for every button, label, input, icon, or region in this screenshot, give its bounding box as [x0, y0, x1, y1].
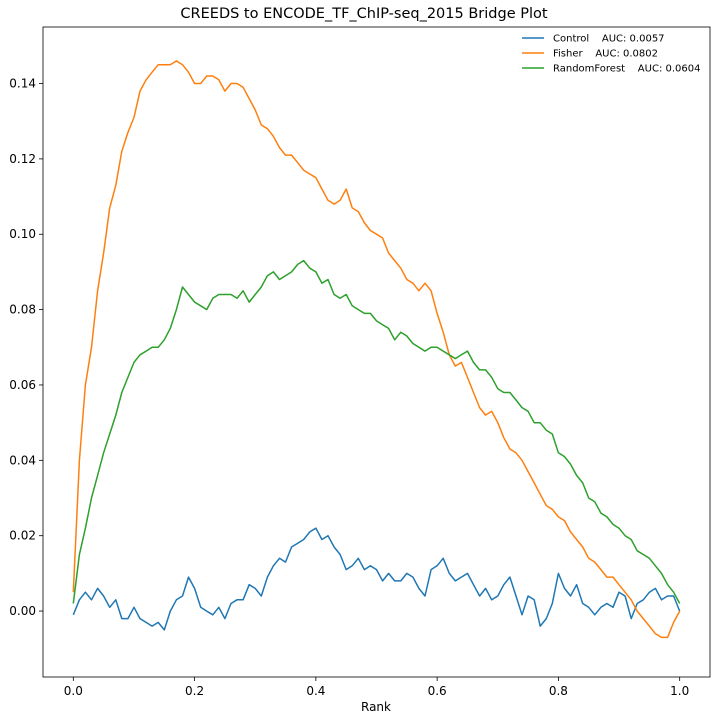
y-tick-label: 0.14 [9, 77, 36, 91]
x-tick-label: 0.8 [549, 684, 568, 698]
y-tick-label: 0.02 [9, 529, 36, 543]
series-line-randomforest [72, 259, 681, 604]
x-tick-label: 0.6 [428, 684, 447, 698]
chart-title: CREEDS to ENCODE_TF_ChIP-seq_2015 Bridge… [180, 6, 547, 22]
y-tick-label: 0.08 [9, 303, 36, 317]
x-tick-label: 0.2 [185, 684, 204, 698]
y-tick-label: 0.12 [9, 152, 36, 166]
series-line-fisher [72, 60, 681, 639]
x-axis: 0.0 0.2 0.4 0.6 0.8 1.0 [64, 677, 689, 698]
legend-label-control: Control AUC: 0.0057 [553, 34, 665, 45]
x-tick-label: 1.0 [670, 684, 689, 698]
legend-label-randomforest: RandomForest AUC: 0.0604 [553, 64, 701, 75]
y-tick-label: 0.10 [9, 227, 36, 241]
y-tick-label: 0.04 [9, 453, 36, 467]
legend-label-fisher: Fisher AUC: 0.0802 [553, 49, 658, 60]
y-axis: 0.00 0.02 0.04 0.06 0.08 0.10 0.12 0.14 [9, 77, 43, 618]
x-tick-label: 0.0 [64, 684, 83, 698]
y-tick-label: 0.06 [9, 378, 36, 392]
series-line-control [72, 527, 681, 631]
y-tick-label: 0.00 [9, 604, 36, 618]
x-axis-label: Rank [361, 700, 391, 714]
plot-area-frame [42, 26, 711, 678]
x-tick-label: 0.4 [306, 684, 325, 698]
series-layer [72, 60, 681, 639]
legend: Control AUC: 0.0057 Fisher AUC: 0.0802 Ran… [522, 34, 701, 75]
